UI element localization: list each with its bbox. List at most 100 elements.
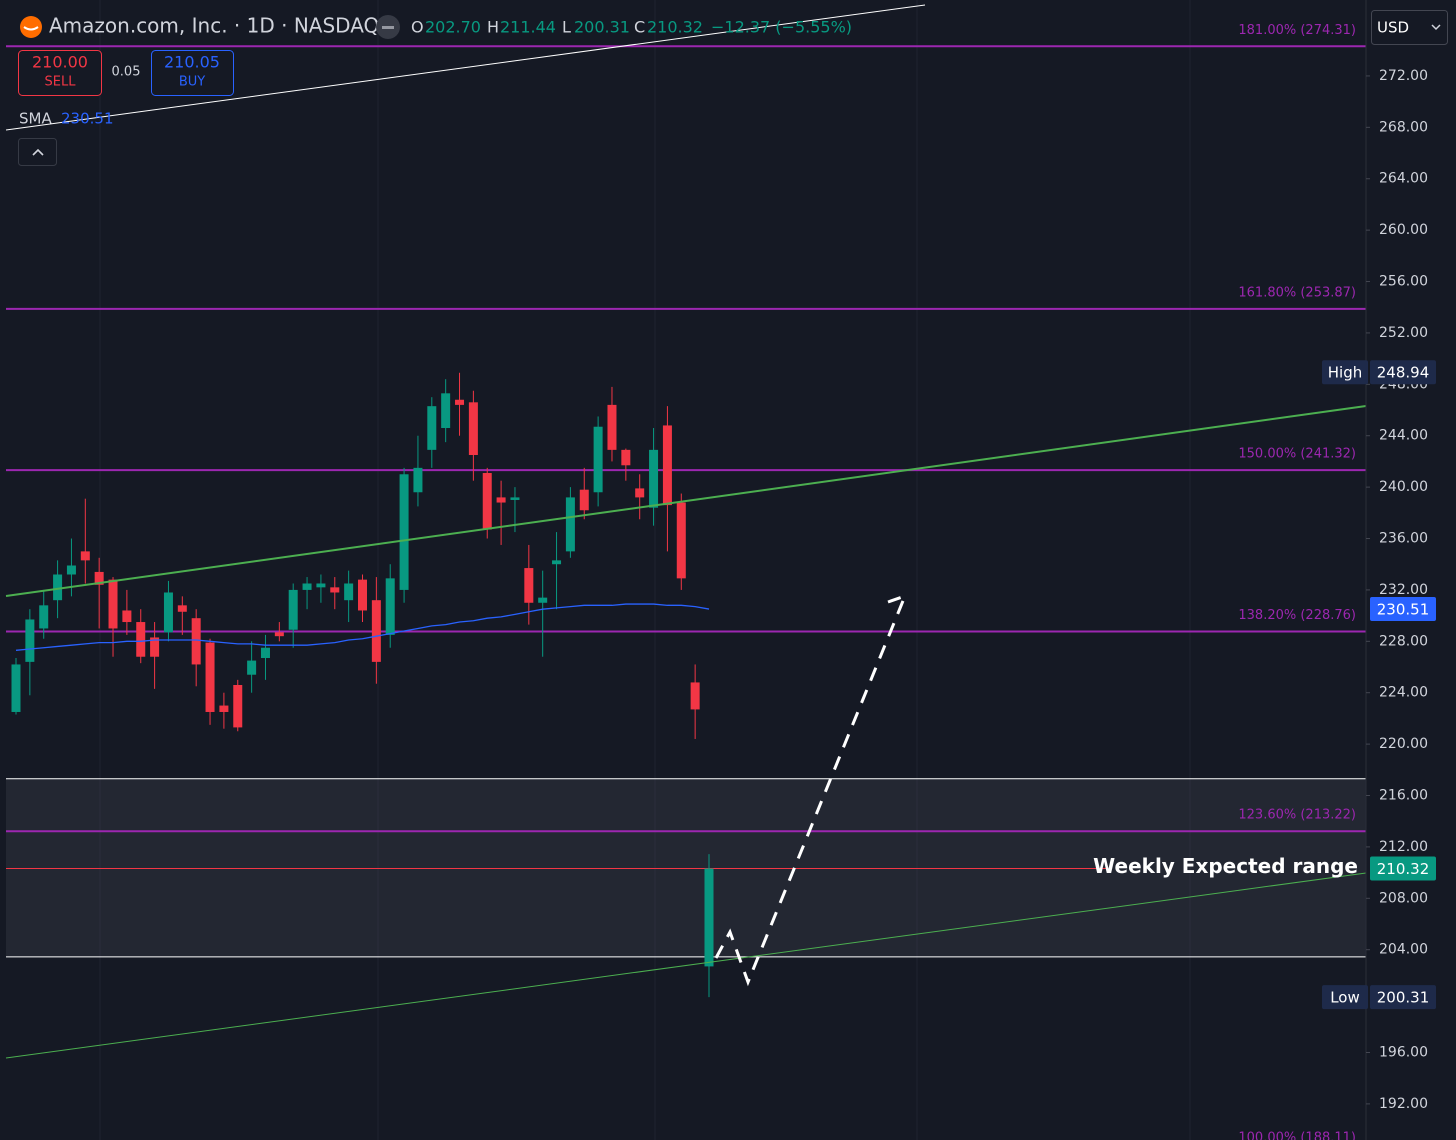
badge-name-box	[1322, 360, 1368, 385]
sma-line	[15, 603, 710, 651]
candle-body	[260, 647, 270, 659]
y-tick-label: 196.00	[1379, 1044, 1428, 1060]
candle-body	[593, 426, 603, 493]
candle-body	[565, 497, 575, 552]
fib-label: 100.00% (188.11)	[1238, 1130, 1356, 1140]
candle-body	[441, 393, 451, 429]
collapse-button[interactable]	[18, 138, 57, 166]
y-tick-label: 260.00	[1379, 222, 1428, 238]
candle-body	[676, 502, 686, 579]
candle-body	[385, 578, 395, 635]
candle-body	[496, 497, 506, 503]
sma-value: 230.51	[61, 110, 114, 128]
candle-body	[205, 642, 215, 712]
range-zone	[6, 778, 1366, 957]
y-tick-label: 228.00	[1379, 633, 1428, 649]
badge-name: High	[1328, 364, 1362, 382]
y-tick-label: 220.00	[1379, 736, 1428, 752]
ohlc-value: 202.70	[425, 18, 481, 37]
y-tick-label: 212.00	[1379, 839, 1428, 855]
price-badge	[1370, 597, 1436, 622]
candle-body	[413, 467, 423, 493]
candle-body	[191, 618, 201, 665]
sell-price: 210.00	[32, 53, 88, 72]
candle-body	[219, 705, 229, 712]
y-tick-label: 216.00	[1379, 788, 1428, 804]
range-label: Weekly Expected range	[1093, 854, 1358, 878]
candle-body	[66, 565, 76, 575]
candle-body	[39, 605, 49, 629]
candle-body	[233, 685, 243, 728]
ohlc-key: C	[634, 18, 645, 37]
price-badge	[1370, 985, 1436, 1010]
symbol-title: Amazon.com, Inc. · 1D · NASDAQ	[49, 14, 379, 38]
ohlc-value: 200.31	[574, 18, 630, 37]
candle-body	[482, 472, 492, 530]
candle-body	[163, 592, 173, 633]
price-axis	[1366, 0, 1456, 1140]
fib-label: 161.80% (253.87)	[1238, 285, 1356, 300]
badge-name: Low	[1330, 989, 1360, 1007]
fib-label: 150.00% (241.32)	[1238, 447, 1356, 462]
currency-button[interactable]	[1371, 10, 1448, 45]
candle-body	[122, 610, 132, 623]
projection-arrow	[714, 593, 908, 987]
y-tick-label: 252.00	[1379, 325, 1428, 341]
y-tick-label: 244.00	[1379, 428, 1428, 444]
candle-body	[80, 551, 90, 561]
fib-label: 181.00% (274.31)	[1238, 23, 1356, 38]
logo-mark	[23, 26, 39, 31]
candle-body	[399, 474, 409, 590]
candle-body	[94, 571, 104, 585]
price-badge-label: 230.51	[1377, 601, 1430, 619]
candle-body	[510, 497, 520, 500]
candle-body	[704, 868, 714, 967]
fib-label: 123.60% (213.22)	[1238, 808, 1356, 823]
price-badge-label: 248.94	[1377, 364, 1430, 382]
currency: USD	[1377, 19, 1409, 37]
y-tick-label: 272.00	[1379, 68, 1428, 84]
y-tick-label: 192.00	[1379, 1096, 1428, 1112]
y-tick-label: 232.00	[1379, 582, 1428, 598]
ohlc-value: 211.44	[500, 18, 556, 37]
candle-body	[136, 622, 146, 657]
badge-name-box	[1322, 985, 1368, 1010]
buy-label: BUY	[179, 75, 205, 90]
candle-body	[11, 664, 21, 712]
candle-body	[25, 619, 35, 662]
candle-body	[53, 574, 63, 601]
candle-body	[108, 579, 118, 629]
y-tick-label: 240.00	[1379, 479, 1428, 495]
candle-body	[621, 449, 631, 466]
y-tick-label: 236.00	[1379, 531, 1428, 547]
buy-button[interactable]	[151, 50, 234, 96]
candle-body	[649, 449, 659, 508]
sell-button[interactable]	[18, 50, 102, 96]
buy-price: 210.05	[164, 53, 220, 72]
candle-body	[579, 489, 589, 511]
candle-body	[177, 605, 187, 612]
candle-body	[524, 568, 534, 603]
spread: 0.05	[112, 65, 141, 80]
ohlc-key: L	[562, 18, 571, 37]
candle-body	[344, 583, 354, 601]
candle-body	[635, 488, 645, 498]
ohlc-key: H	[487, 18, 499, 37]
y-tick-label: 224.00	[1379, 685, 1428, 701]
candle-body	[247, 660, 257, 675]
ohlc-value: 210.32	[647, 18, 703, 37]
candle-body	[552, 560, 562, 565]
trend-line	[5, 405, 1367, 597]
y-tick-label: 208.00	[1379, 890, 1428, 906]
candle-body	[371, 600, 381, 662]
candle-body	[538, 597, 548, 603]
y-tick-label: 256.00	[1379, 274, 1428, 290]
candle-body	[302, 583, 312, 590]
plot: 181.00% (274.31) 161.80% (253.87) 150.00% …	[6, 23, 1366, 1140]
ohlc-key: O	[411, 18, 424, 37]
currency-chevron	[1431, 24, 1441, 31]
vertical-grid	[99, 0, 1191, 1140]
y-tick-label: 268.00	[1379, 119, 1428, 135]
collapse-icon	[32, 148, 44, 156]
